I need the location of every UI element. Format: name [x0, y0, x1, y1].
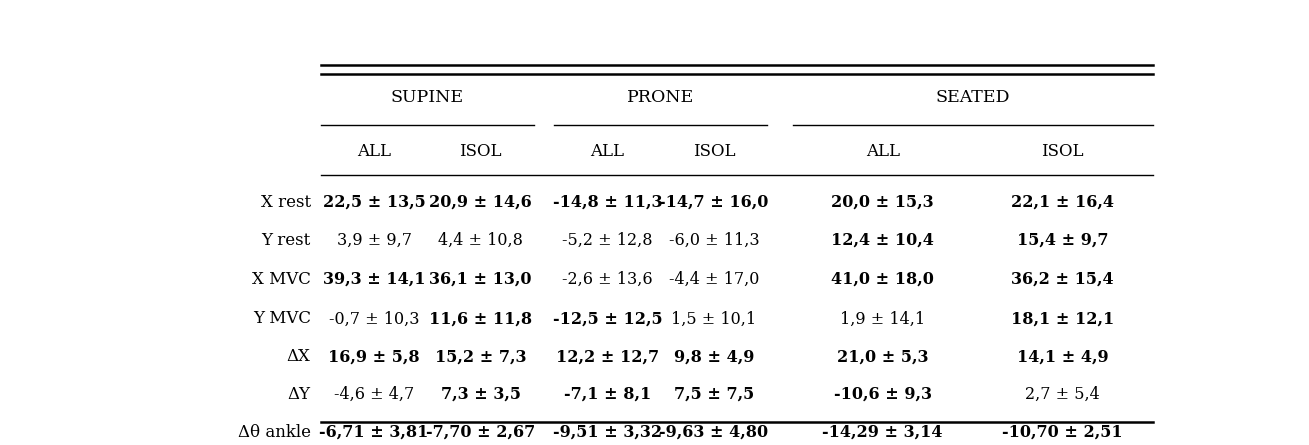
- Text: PRONE: PRONE: [627, 89, 694, 106]
- Text: -4,4 ± 17,0: -4,4 ± 17,0: [669, 271, 759, 288]
- Text: Δθ ankle: Δθ ankle: [238, 424, 310, 441]
- Text: -6,71 ± 3,81: -6,71 ± 3,81: [319, 424, 429, 441]
- Text: ALL: ALL: [865, 142, 899, 160]
- Text: 36,1 ± 13,0: 36,1 ± 13,0: [429, 271, 531, 288]
- Text: -7,1 ± 8,1: -7,1 ± 8,1: [564, 386, 651, 403]
- Text: Y MVC: Y MVC: [253, 311, 310, 328]
- Text: -10,6 ± 9,3: -10,6 ± 9,3: [834, 386, 932, 403]
- Text: SUPINE: SUPINE: [391, 89, 463, 106]
- Text: ΔX: ΔX: [287, 348, 310, 365]
- Text: ISOL: ISOL: [1042, 142, 1084, 160]
- Text: 3,9 ± 9,7: 3,9 ± 9,7: [336, 232, 411, 249]
- Text: 4,4 ± 10,8: 4,4 ± 10,8: [439, 232, 524, 249]
- Text: -6,0 ± 11,3: -6,0 ± 11,3: [669, 232, 759, 249]
- Text: Y rest: Y rest: [262, 232, 310, 249]
- Text: 41,0 ± 18,0: 41,0 ± 18,0: [831, 271, 935, 288]
- Text: -4,6 ± 4,7: -4,6 ± 4,7: [334, 386, 414, 403]
- Text: X MVC: X MVC: [251, 271, 310, 288]
- Text: 7,3 ± 3,5: 7,3 ± 3,5: [441, 386, 521, 403]
- Text: 12,2 ± 12,7: 12,2 ± 12,7: [556, 348, 658, 365]
- Text: ΔY: ΔY: [288, 386, 310, 403]
- Text: 39,3 ± 14,1: 39,3 ± 14,1: [323, 271, 425, 288]
- Text: -7,70 ± 2,67: -7,70 ± 2,67: [425, 424, 535, 441]
- Text: 20,9 ± 14,6: 20,9 ± 14,6: [429, 194, 531, 211]
- Text: 15,4 ± 9,7: 15,4 ± 9,7: [1017, 232, 1109, 249]
- Text: 14,1 ± 4,9: 14,1 ± 4,9: [1017, 348, 1109, 365]
- Text: 12,4 ± 10,4: 12,4 ± 10,4: [831, 232, 935, 249]
- Text: 16,9 ± 5,8: 16,9 ± 5,8: [329, 348, 420, 365]
- Text: -9,51 ± 3,32: -9,51 ± 3,32: [552, 424, 662, 441]
- Text: ISOL: ISOL: [692, 142, 736, 160]
- Text: X rest: X rest: [260, 194, 310, 211]
- Text: 18,1 ± 12,1: 18,1 ± 12,1: [1011, 311, 1114, 328]
- Text: -12,5 ± 12,5: -12,5 ± 12,5: [552, 311, 662, 328]
- Text: 1,5 ± 10,1: 1,5 ± 10,1: [672, 311, 757, 328]
- Text: 15,2 ± 7,3: 15,2 ± 7,3: [435, 348, 526, 365]
- Text: 36,2 ± 15,4: 36,2 ± 15,4: [1012, 271, 1114, 288]
- Text: ALL: ALL: [590, 142, 624, 160]
- Text: 22,1 ± 16,4: 22,1 ± 16,4: [1012, 194, 1114, 211]
- Text: 22,5 ± 13,5: 22,5 ± 13,5: [323, 194, 425, 211]
- Text: -10,70 ± 2,51: -10,70 ± 2,51: [1003, 424, 1123, 441]
- Text: 7,5 ± 7,5: 7,5 ± 7,5: [674, 386, 754, 403]
- Text: 1,9 ± 14,1: 1,9 ± 14,1: [840, 311, 925, 328]
- Text: 21,0 ± 5,3: 21,0 ± 5,3: [836, 348, 928, 365]
- Text: 2,7 ± 5,4: 2,7 ± 5,4: [1025, 386, 1100, 403]
- Text: ISOL: ISOL: [459, 142, 501, 160]
- Text: -14,29 ± 3,14: -14,29 ± 3,14: [822, 424, 942, 441]
- Text: ALL: ALL: [357, 142, 391, 160]
- Text: 20,0 ± 15,3: 20,0 ± 15,3: [831, 194, 933, 211]
- Text: 11,6 ± 11,8: 11,6 ± 11,8: [429, 311, 533, 328]
- Text: SEATED: SEATED: [936, 89, 1011, 106]
- Text: -0,7 ± 10,3: -0,7 ± 10,3: [329, 311, 419, 328]
- Text: -14,7 ± 16,0: -14,7 ± 16,0: [660, 194, 768, 211]
- Text: 9,8 ± 4,9: 9,8 ± 4,9: [674, 348, 754, 365]
- Text: -9,63 ± 4,80: -9,63 ± 4,80: [660, 424, 768, 441]
- Text: -2,6 ± 13,6: -2,6 ± 13,6: [562, 271, 653, 288]
- Text: -5,2 ± 12,8: -5,2 ± 12,8: [562, 232, 653, 249]
- Text: -14,8 ± 11,3: -14,8 ± 11,3: [552, 194, 662, 211]
